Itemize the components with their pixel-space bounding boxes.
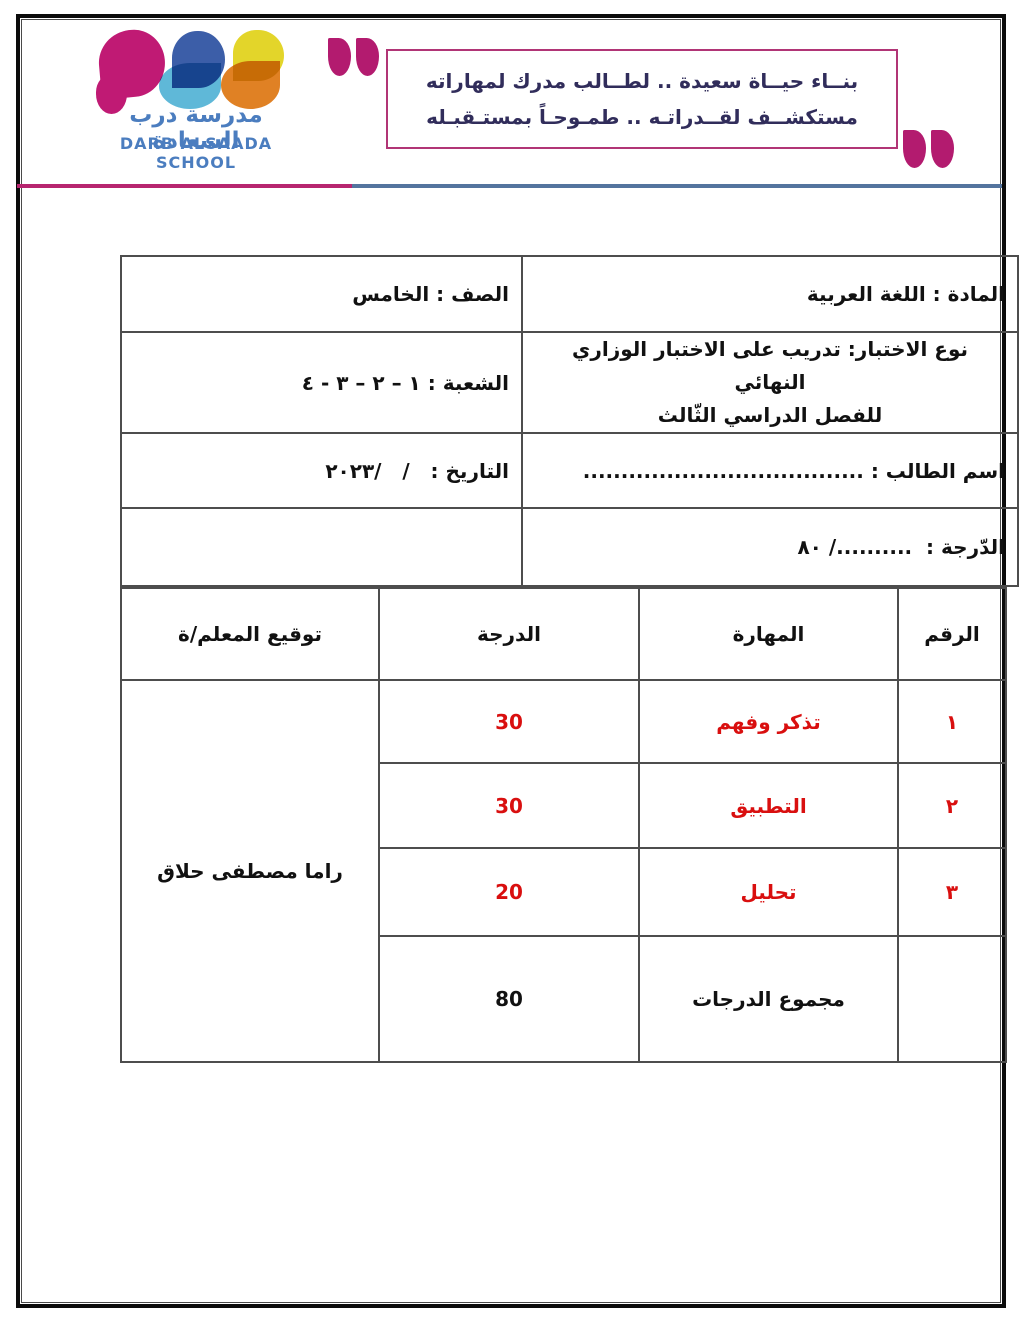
close-quote-icon [903, 130, 954, 168]
quote-drop-icon [356, 38, 379, 76]
info-row-student: اسم الطالب : ...........................… [120, 432, 1019, 509]
marks-table: الرقم المهارة الدرجة توقيع المعلم/ة ١ تذ… [120, 587, 1007, 1063]
score-cell: 30 [378, 762, 640, 849]
header-signature-cell: توقيع المعلم/ة [120, 587, 380, 681]
marks-row-2: ٢ التطبيق 30 [121, 762, 1007, 849]
header-rule-blue [352, 184, 1002, 188]
info-row-exam-type: نوع الاختبار: تدريب على الاختبار الوزاري… [120, 331, 1019, 434]
quote-drop-icon [903, 130, 926, 168]
school-name-arabic: مدرسة درب السعادة [129, 102, 263, 154]
open-quote-icon [328, 38, 379, 76]
logo-petal-orange-icon [221, 61, 280, 109]
exam-info-table: المادة : اللغة العربية الصف : الخامس نوع… [120, 255, 1019, 587]
marks-header-row: الرقم المهارة الدرجة توقيع المعلم/ة [120, 587, 1007, 681]
skill-cell: التطبيق [638, 762, 899, 849]
student-name-cell: اسم الطالب : ...........................… [521, 432, 1019, 509]
signature-cell: راما مصطفى حلاق [120, 679, 380, 1063]
exam-type-line-2: للفصل الدراسي الثّالث [657, 403, 883, 427]
slogan-line-2: مستكشــف لقــدراتـه .. طمـوحـاً بمستـقبـ… [426, 105, 858, 129]
exam-type-line-1: نوع الاختبار: تدريب على الاختبار الوزاري… [572, 337, 968, 394]
subject-cell: المادة : اللغة العربية [521, 255, 1019, 333]
marks-row-1: ١ تذكر وفهم 30 راما مصطفى حلاق [120, 679, 1007, 1063]
grade-cell: الدّرجة : ........../ ٨٠ [521, 507, 1019, 587]
score-cell: 20 [378, 847, 640, 937]
score-cell: 30 [378, 679, 640, 764]
info-row-grade: الدّرجة : ........../ ٨٠ [120, 507, 1019, 587]
slogan-line-1: بنــاء حيــاة سعيدة .. لطــالب مدرك لمها… [425, 69, 859, 93]
date-cell: التاريخ : / /٢٠٢٣ [120, 432, 523, 509]
exam-type-cell: نوع الاختبار: تدريب على الاختبار الوزاري… [521, 331, 1019, 434]
total-number-cell [897, 935, 1007, 1063]
info-row-subject: المادة : اللغة العربية الصف : الخامس [120, 255, 1019, 333]
skill-cell: تذكر وفهم [638, 679, 899, 764]
class-cell: الصف : الخامس [120, 255, 523, 333]
quote-drop-icon [328, 38, 351, 76]
header-rule-pink [17, 184, 352, 188]
logo-petal-magenta-small-icon [96, 74, 127, 114]
skill-cell: تحليل [638, 847, 899, 937]
logo-petal-lightblue-icon [159, 63, 221, 109]
school-name-english: DARB ALSAADA SCHOOL [119, 134, 273, 172]
empty-cell [120, 507, 523, 587]
row-number-cell: ٣ [897, 847, 1007, 937]
quote-drop-icon [931, 130, 954, 168]
row-number-cell: ٢ [897, 762, 1007, 849]
header-number-cell: الرقم [897, 587, 1007, 681]
marks-total-row: مجموع الدرجات 80 [121, 935, 1007, 1063]
total-score-cell: 80 [378, 935, 640, 1063]
header-skill-cell: المهارة [638, 587, 899, 681]
total-label-cell: مجموع الدرجات [638, 935, 899, 1063]
marks-row-3: ٣ تحليل 20 [121, 847, 1007, 937]
header-score-cell: الدرجة [378, 587, 640, 681]
slogan-box: بنــاء حيــاة سعيدة .. لطــالب مدرك لمها… [386, 49, 898, 149]
section-cell: الشعبة : ١ – ٢ – ٣ - ٤ [120, 331, 523, 434]
row-number-cell: ١ [897, 679, 1007, 764]
